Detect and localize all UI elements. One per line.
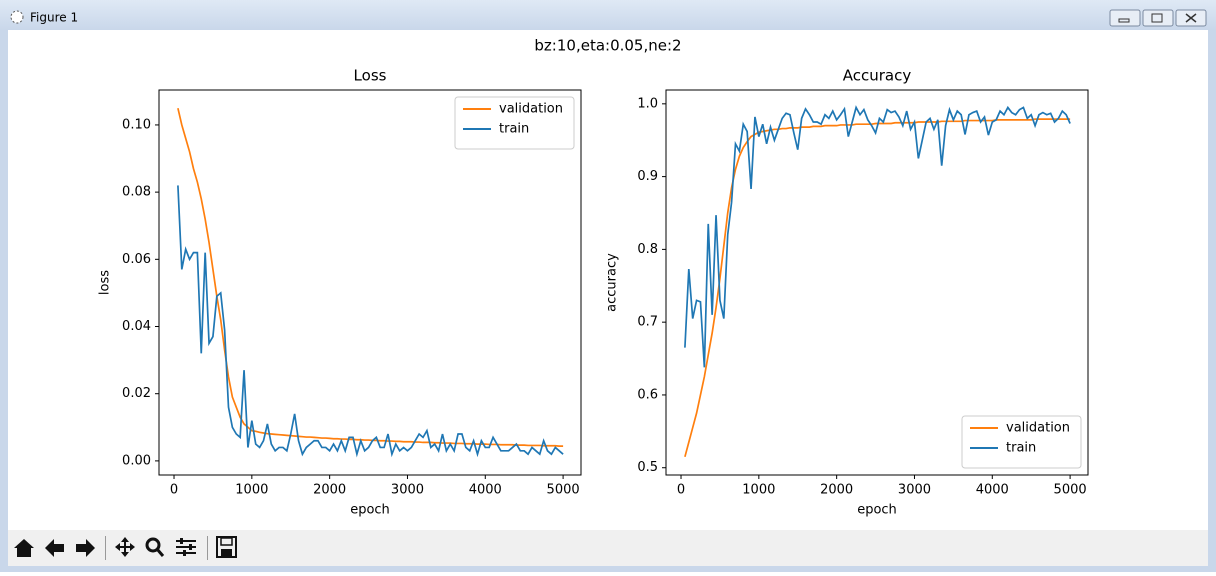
y-axis-label: accuracy bbox=[605, 253, 620, 312]
x-tick-label: 0 bbox=[677, 483, 685, 498]
x-tick-label: 3000 bbox=[391, 483, 424, 498]
y-tick-label: 0.5 bbox=[637, 460, 658, 475]
y-tick-label: 0.08 bbox=[122, 185, 151, 200]
x-tick-label: 5000 bbox=[547, 483, 580, 498]
chart-title: Loss bbox=[354, 67, 387, 85]
pan-button[interactable] bbox=[115, 537, 135, 557]
minimize-icon bbox=[1118, 18, 1130, 23]
y-axis-label: loss bbox=[98, 270, 113, 295]
x-tick-label: 0 bbox=[170, 483, 178, 498]
y-tick-label: 0.6 bbox=[637, 387, 658, 402]
window-title: Figure 1 bbox=[30, 11, 78, 25]
legend-label: train bbox=[499, 122, 529, 137]
toolbar-buttons bbox=[14, 536, 237, 560]
y-tick-label: 0.02 bbox=[122, 386, 151, 401]
axes-frame bbox=[158, 89, 582, 476]
y-tick-label: 0.9 bbox=[637, 169, 658, 184]
chart-title: Accuracy bbox=[843, 67, 912, 85]
maximize-button[interactable] bbox=[1142, 9, 1174, 27]
y-tick-label: 0.06 bbox=[122, 252, 151, 267]
x-tick-label: 2000 bbox=[313, 483, 346, 498]
close-icon bbox=[1185, 13, 1197, 23]
axes-frame bbox=[665, 89, 1089, 476]
x-axis-label: epoch bbox=[350, 503, 390, 518]
x-tick-label: 5000 bbox=[1054, 483, 1087, 498]
separator bbox=[207, 536, 208, 560]
suptitle: bz:10,eta:0.05,ne:2 bbox=[534, 37, 681, 55]
x-axis-label: epoch bbox=[857, 503, 897, 518]
legend-label: validation bbox=[1006, 421, 1070, 436]
configure-button[interactable] bbox=[176, 538, 196, 556]
save-button[interactable] bbox=[216, 536, 237, 558]
x-tick-label: 1000 bbox=[235, 483, 268, 498]
home-button[interactable] bbox=[14, 539, 34, 557]
app-icon bbox=[10, 10, 24, 24]
forward-button[interactable] bbox=[76, 539, 95, 557]
maximize-icon bbox=[1151, 13, 1163, 23]
data-line bbox=[684, 105, 1071, 368]
zoom-button[interactable] bbox=[145, 537, 165, 557]
minimize-button[interactable] bbox=[1109, 9, 1141, 27]
separator bbox=[105, 536, 106, 560]
x-tick-label: 2000 bbox=[820, 483, 853, 498]
x-tick-label: 1000 bbox=[742, 483, 775, 498]
y-tick-label: 1.0 bbox=[637, 96, 658, 111]
y-tick-label: 0.10 bbox=[122, 117, 151, 132]
data-line bbox=[177, 107, 564, 447]
data-line bbox=[177, 185, 564, 458]
y-tick-label: 0.7 bbox=[637, 315, 658, 330]
y-tick-label: 0.00 bbox=[122, 453, 151, 468]
title-bar bbox=[0, 0, 1216, 30]
y-tick-label: 0.04 bbox=[122, 319, 151, 334]
back-button[interactable] bbox=[45, 539, 64, 557]
x-tick-label: 4000 bbox=[976, 483, 1009, 498]
x-tick-label: 4000 bbox=[469, 483, 502, 498]
x-tick-label: 3000 bbox=[898, 483, 931, 498]
legend-label: train bbox=[1006, 441, 1036, 456]
y-tick-label: 0.8 bbox=[637, 242, 658, 257]
legend-label: validation bbox=[499, 102, 563, 117]
